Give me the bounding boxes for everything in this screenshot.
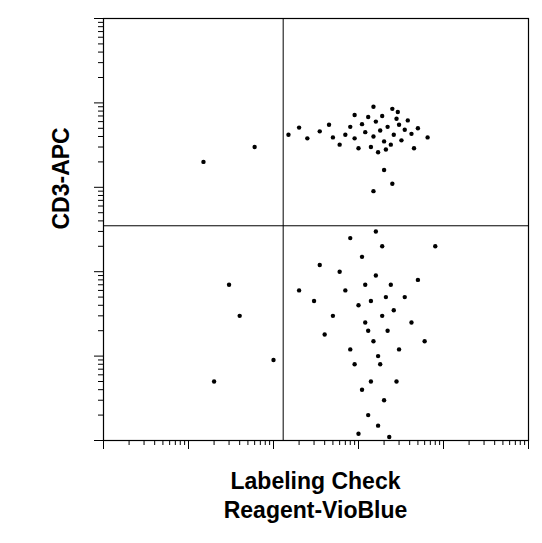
html-text:Labeling Check Reagent-VioBlue: Labeling Check Reagent-VioBlue — [223, 468, 408, 523]
svg-text:CD3-APC: CD3-APC — [48, 127, 74, 229]
